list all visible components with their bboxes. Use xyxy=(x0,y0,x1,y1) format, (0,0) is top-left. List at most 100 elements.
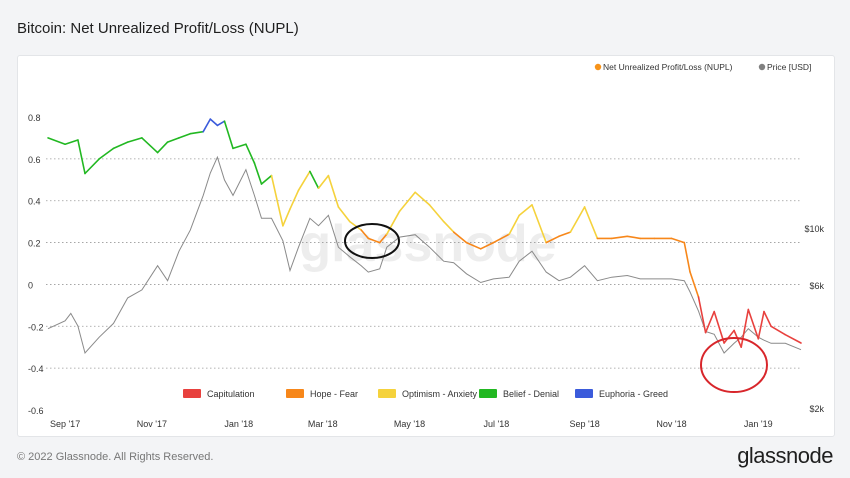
x-tick-label: Jan '18 xyxy=(224,419,253,429)
nupl-segment xyxy=(232,143,247,150)
legend-top-swatch xyxy=(758,63,766,71)
nupl-segment xyxy=(558,231,572,238)
nupl-segment xyxy=(126,137,143,143)
right-axis: $2k $6k $10k xyxy=(804,224,824,414)
x-tick-label: Nov '18 xyxy=(656,419,686,429)
x-tick-label: Mar '18 xyxy=(308,419,338,429)
nupl-segment xyxy=(770,325,787,336)
nupl-segment xyxy=(47,137,66,145)
nupl-segment xyxy=(289,189,300,210)
nupl-segment xyxy=(270,174,284,227)
nupl-segment xyxy=(492,233,511,244)
legend-swatch xyxy=(183,389,201,398)
nupl-segment xyxy=(518,204,533,217)
nupl-segment xyxy=(508,214,521,235)
y-tick-label: 0 xyxy=(28,280,33,290)
nupl-segment xyxy=(112,141,129,150)
legend-swatch xyxy=(378,389,396,398)
capitulation-highlight-ellipse xyxy=(700,337,768,393)
legend-top-swatch xyxy=(594,63,602,71)
nupl-segment xyxy=(569,206,586,233)
right-tick-label: $6k xyxy=(809,281,824,291)
page-title: Bitcoin: Net Unrealized Profit/Loss (NUP… xyxy=(17,20,299,37)
nupl-segment xyxy=(223,120,234,150)
nupl-segment xyxy=(178,132,192,139)
nupl-segment xyxy=(747,308,760,340)
nupl-segment xyxy=(84,158,100,175)
nupl-segment xyxy=(763,310,772,328)
nupl-segment xyxy=(740,308,750,349)
nupl-segment xyxy=(670,237,686,244)
nupl-segment xyxy=(253,162,263,185)
nupl-segment xyxy=(398,191,417,212)
nupl-segment xyxy=(704,310,716,334)
nupl-segment xyxy=(209,118,219,127)
x-tick-label: May '18 xyxy=(394,419,425,429)
y-tick-label: 0.8 xyxy=(28,113,41,123)
nupl-segment xyxy=(360,229,370,240)
nupl-segment xyxy=(465,241,482,250)
nupl-segment xyxy=(337,206,351,223)
nupl-segment xyxy=(683,241,691,273)
legend-label: Euphoria - Greed xyxy=(599,389,668,399)
nupl-segment xyxy=(216,120,226,127)
legend-label: Optimism - Anxiety xyxy=(402,389,478,399)
nupl-segment xyxy=(260,174,273,185)
nupl-segment xyxy=(245,143,256,164)
nupl-segment xyxy=(378,233,388,244)
nupl-segment xyxy=(77,139,86,175)
nupl-segment xyxy=(545,235,560,244)
nupl-segment xyxy=(309,170,320,189)
nupl-segment xyxy=(297,170,311,192)
nupl-segment xyxy=(385,210,401,235)
anxiety-highlight-ellipse xyxy=(344,223,400,259)
nupl-segment xyxy=(626,235,642,240)
nupl-segment xyxy=(757,310,765,340)
nupl-segment xyxy=(317,174,330,189)
price-series xyxy=(47,155,802,355)
nupl-segment xyxy=(141,137,159,154)
nupl-segment xyxy=(348,220,363,231)
y-tick-label: -0.6 xyxy=(28,406,44,416)
x-tick-label: Nov '17 xyxy=(137,419,167,429)
x-tick-label: Jan '19 xyxy=(744,419,773,429)
legend-swatch xyxy=(286,389,304,398)
x-axis: Sep '17 Nov '17 Jan '18 Mar '18 May '18 Jul '… xyxy=(50,419,773,429)
watermark: glassnode xyxy=(299,215,556,273)
nupl-segment xyxy=(414,191,431,206)
y-tick-label: 0.6 xyxy=(28,155,41,165)
y-tick-label: -0.2 xyxy=(28,322,44,332)
nupl-segment xyxy=(442,220,455,233)
x-tick-label: Sep '18 xyxy=(570,419,600,429)
legend-top-label: Price [USD] xyxy=(767,62,811,72)
legend-label: Belief - Denial xyxy=(503,389,559,399)
legend-label: Hope - Fear xyxy=(310,389,358,399)
legend-top: Net Unrealized Profit/Loss (NUPL) Price [… xyxy=(594,62,811,72)
legend-label: Capitulation xyxy=(207,389,255,399)
glassnode-logo: glassnode xyxy=(737,443,833,468)
legend-bottom: Capitulation Hope - Fear Optimism - Anxiet… xyxy=(183,389,668,399)
left-axis: 0.8 0.6 0.4 0.2 0 -0.2 -0.4 -0.6 xyxy=(28,113,44,416)
nupl-segment xyxy=(156,141,169,154)
y-tick-label: -0.4 xyxy=(28,364,44,374)
nupl-segment xyxy=(98,147,115,160)
nupl-segment xyxy=(367,237,381,244)
nupl-segment xyxy=(189,130,204,135)
nupl-segment xyxy=(689,271,700,298)
x-tick-label: Jul '18 xyxy=(484,419,510,429)
nupl-segment xyxy=(428,204,445,223)
right-tick-label: $2k xyxy=(809,404,824,414)
nupl-segment xyxy=(713,310,725,344)
nupl-segment xyxy=(531,204,548,244)
nupl-chart: glassnode 0.8 0.6 0.4 0.2 0 -0.2 -0.4 -0.6 $2k $… xyxy=(28,62,824,429)
nupl-segment xyxy=(282,208,291,227)
nupl-segment xyxy=(697,296,707,334)
nupl-segment xyxy=(723,329,735,344)
legend-swatch xyxy=(575,389,593,398)
nupl-segment xyxy=(327,174,340,208)
annotations xyxy=(344,223,768,393)
x-tick-label: Sep '17 xyxy=(50,419,80,429)
y-tick-label: 0.2 xyxy=(28,239,41,249)
nupl-segment xyxy=(452,231,468,244)
y-tick-label: 0.4 xyxy=(28,197,41,207)
